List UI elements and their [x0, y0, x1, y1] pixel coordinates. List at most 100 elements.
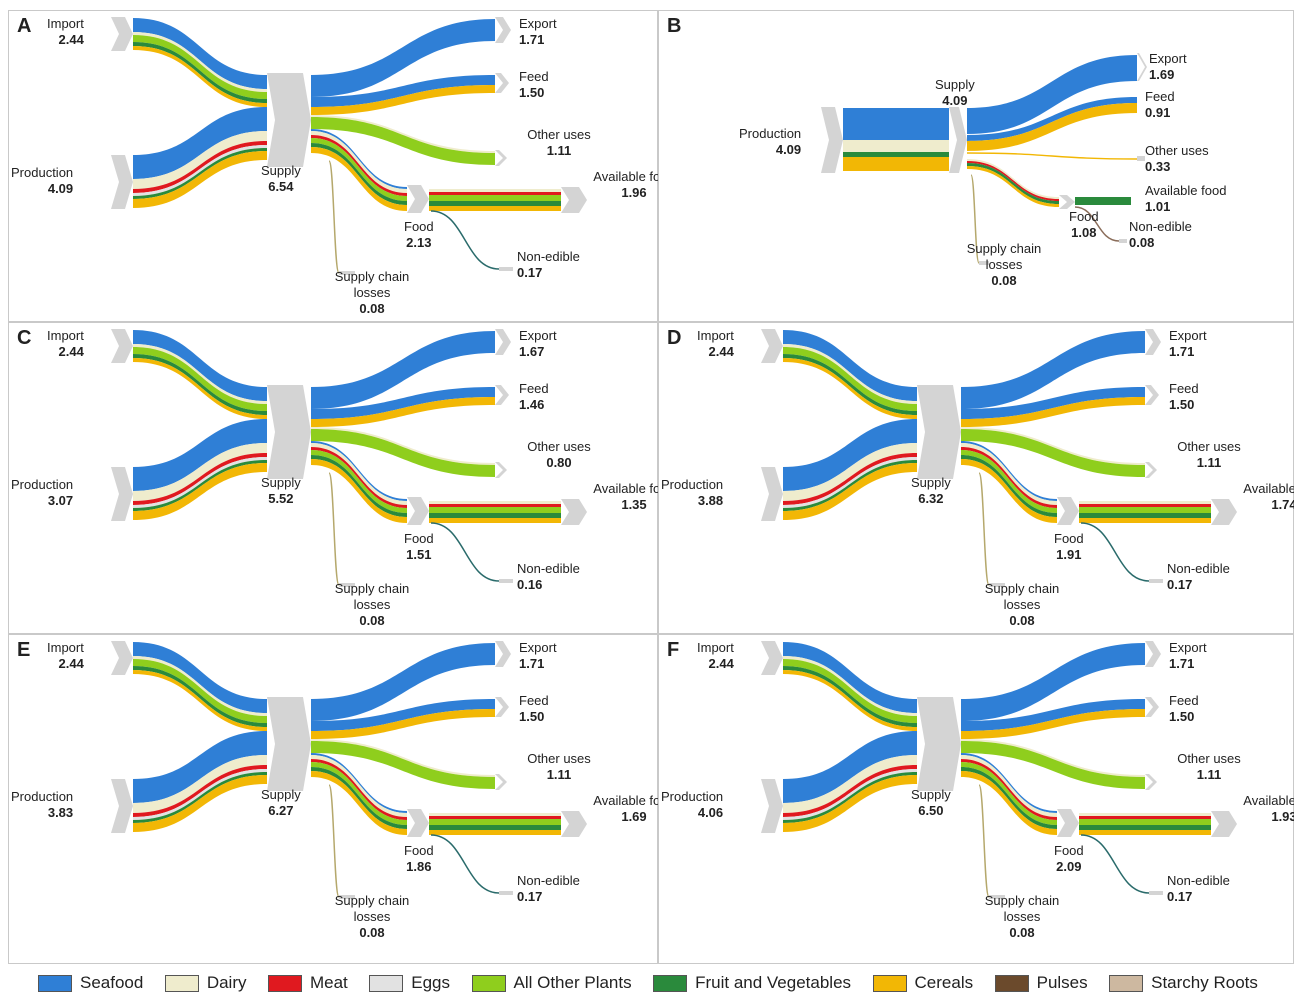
feed-flow — [961, 699, 1145, 731]
node-label-nonedible: Non-edible 0.17 — [1167, 873, 1230, 905]
node-name: Available food — [1145, 183, 1227, 198]
node-label-food: Food 2.13 — [404, 219, 434, 251]
feed-flow — [311, 709, 495, 739]
supply-node — [917, 385, 961, 479]
production-node — [761, 467, 783, 521]
node-label-other: Other uses 1.11 — [1164, 439, 1254, 471]
available-band — [429, 189, 561, 192]
node-label-food: Food 1.91 — [1054, 531, 1084, 563]
food-flow — [961, 759, 1057, 820]
node-value: 2.13 — [406, 235, 432, 250]
sankey-diagram — [111, 17, 587, 275]
production-flow — [783, 457, 917, 508]
import-node — [761, 329, 783, 363]
available-band — [429, 518, 561, 523]
node-value: 2.44 — [58, 344, 84, 359]
node-value: 1.91 — [1056, 547, 1082, 562]
panel-label: A — [17, 15, 32, 37]
node-value: 4.09 — [775, 142, 802, 157]
available-band — [429, 192, 561, 195]
food-flow — [967, 159, 1059, 199]
losses-node — [339, 895, 355, 899]
node-label-supply: Supply 6.54 — [261, 163, 301, 195]
node-label-available: Available food 1.35 — [589, 481, 679, 513]
available-band — [429, 816, 561, 819]
export-node — [1145, 329, 1161, 355]
node-label-production: Production 4.06 — [661, 789, 723, 821]
legend-item-meat: Meat — [267, 973, 348, 993]
feed-flow — [311, 397, 495, 427]
import-flow — [783, 347, 917, 411]
production-flow — [783, 463, 917, 520]
supply-node — [917, 697, 961, 791]
export-flow — [967, 55, 1137, 134]
node-label-losses: Supply chain losses 0.08 — [327, 269, 417, 317]
import-flow — [133, 642, 267, 713]
available-band — [429, 195, 561, 201]
node-name: Supply — [911, 787, 951, 802]
legend-label: Dairy — [206, 973, 247, 992]
legend-item-dairy: Dairy — [164, 973, 247, 993]
nonedible-flow — [1080, 522, 1150, 582]
import-flow — [133, 32, 267, 92]
import-flow — [133, 35, 267, 99]
nonedible-node — [1149, 579, 1163, 583]
losses-node — [979, 261, 989, 265]
node-label-food: Food 1.86 — [404, 843, 434, 875]
node-name: Supply — [935, 77, 975, 92]
import-node — [761, 641, 783, 675]
node-value: 1.69 — [1149, 67, 1175, 82]
node-name: Supply — [911, 475, 951, 490]
production-flow — [133, 765, 267, 817]
legend-label: Pulses — [1036, 973, 1088, 992]
import-flow — [783, 659, 917, 723]
legend-item-cereals: Cereals — [872, 973, 973, 993]
legend-item-pulses: Pulses — [994, 973, 1088, 993]
food-node — [1057, 809, 1079, 837]
food-node — [1059, 195, 1075, 209]
export-node — [495, 329, 511, 355]
legend-label: All Other Plants — [513, 973, 632, 992]
losses-node — [989, 583, 1005, 587]
node-value: 3.07 — [47, 493, 74, 508]
available-band — [429, 201, 561, 206]
node-label-feed: Feed 1.46 — [519, 381, 549, 413]
node-value: 1.46 — [519, 397, 545, 412]
node-name: Export — [519, 16, 557, 31]
other-flow — [961, 427, 1145, 465]
import-flow — [133, 656, 267, 716]
legend-swatch — [1109, 974, 1144, 992]
panel-label: F — [667, 639, 680, 661]
losses-node — [989, 895, 1005, 899]
import-flow — [133, 46, 267, 107]
node-name: Feed — [519, 69, 549, 84]
import-flow — [783, 666, 917, 727]
node-name: Supply — [261, 163, 301, 178]
export-flow — [311, 643, 495, 721]
node-label-supply: Supply 5.52 — [261, 475, 301, 507]
node-name: Food — [404, 219, 434, 234]
import-node — [111, 641, 133, 675]
node-label-import: Import 2.44 — [697, 640, 734, 672]
node-value: 1.71 — [519, 32, 545, 47]
available-band — [429, 825, 561, 830]
node-value: 4.09 — [47, 181, 74, 196]
export-node — [1137, 53, 1147, 81]
feed-node — [1137, 95, 1145, 113]
available-band — [1079, 830, 1211, 835]
legend-swatch — [471, 974, 506, 992]
node-value: 1.01 — [1145, 199, 1171, 214]
legend-label: Meat — [309, 973, 348, 992]
nonedible-flow — [430, 834, 500, 894]
available-band — [1079, 825, 1211, 830]
sankey-diagram — [761, 329, 1237, 587]
node-value: 1.08 — [1071, 225, 1097, 240]
legend-swatch — [369, 974, 404, 992]
node-value: 1.11 — [546, 143, 572, 158]
legend-label: Fruit and Vegetables — [695, 973, 852, 992]
node-label-production: Production 3.07 — [11, 477, 73, 509]
production-flow — [783, 419, 917, 491]
node-label-other: Other uses 1.11 — [514, 127, 604, 159]
node-name: Feed — [1145, 89, 1175, 104]
